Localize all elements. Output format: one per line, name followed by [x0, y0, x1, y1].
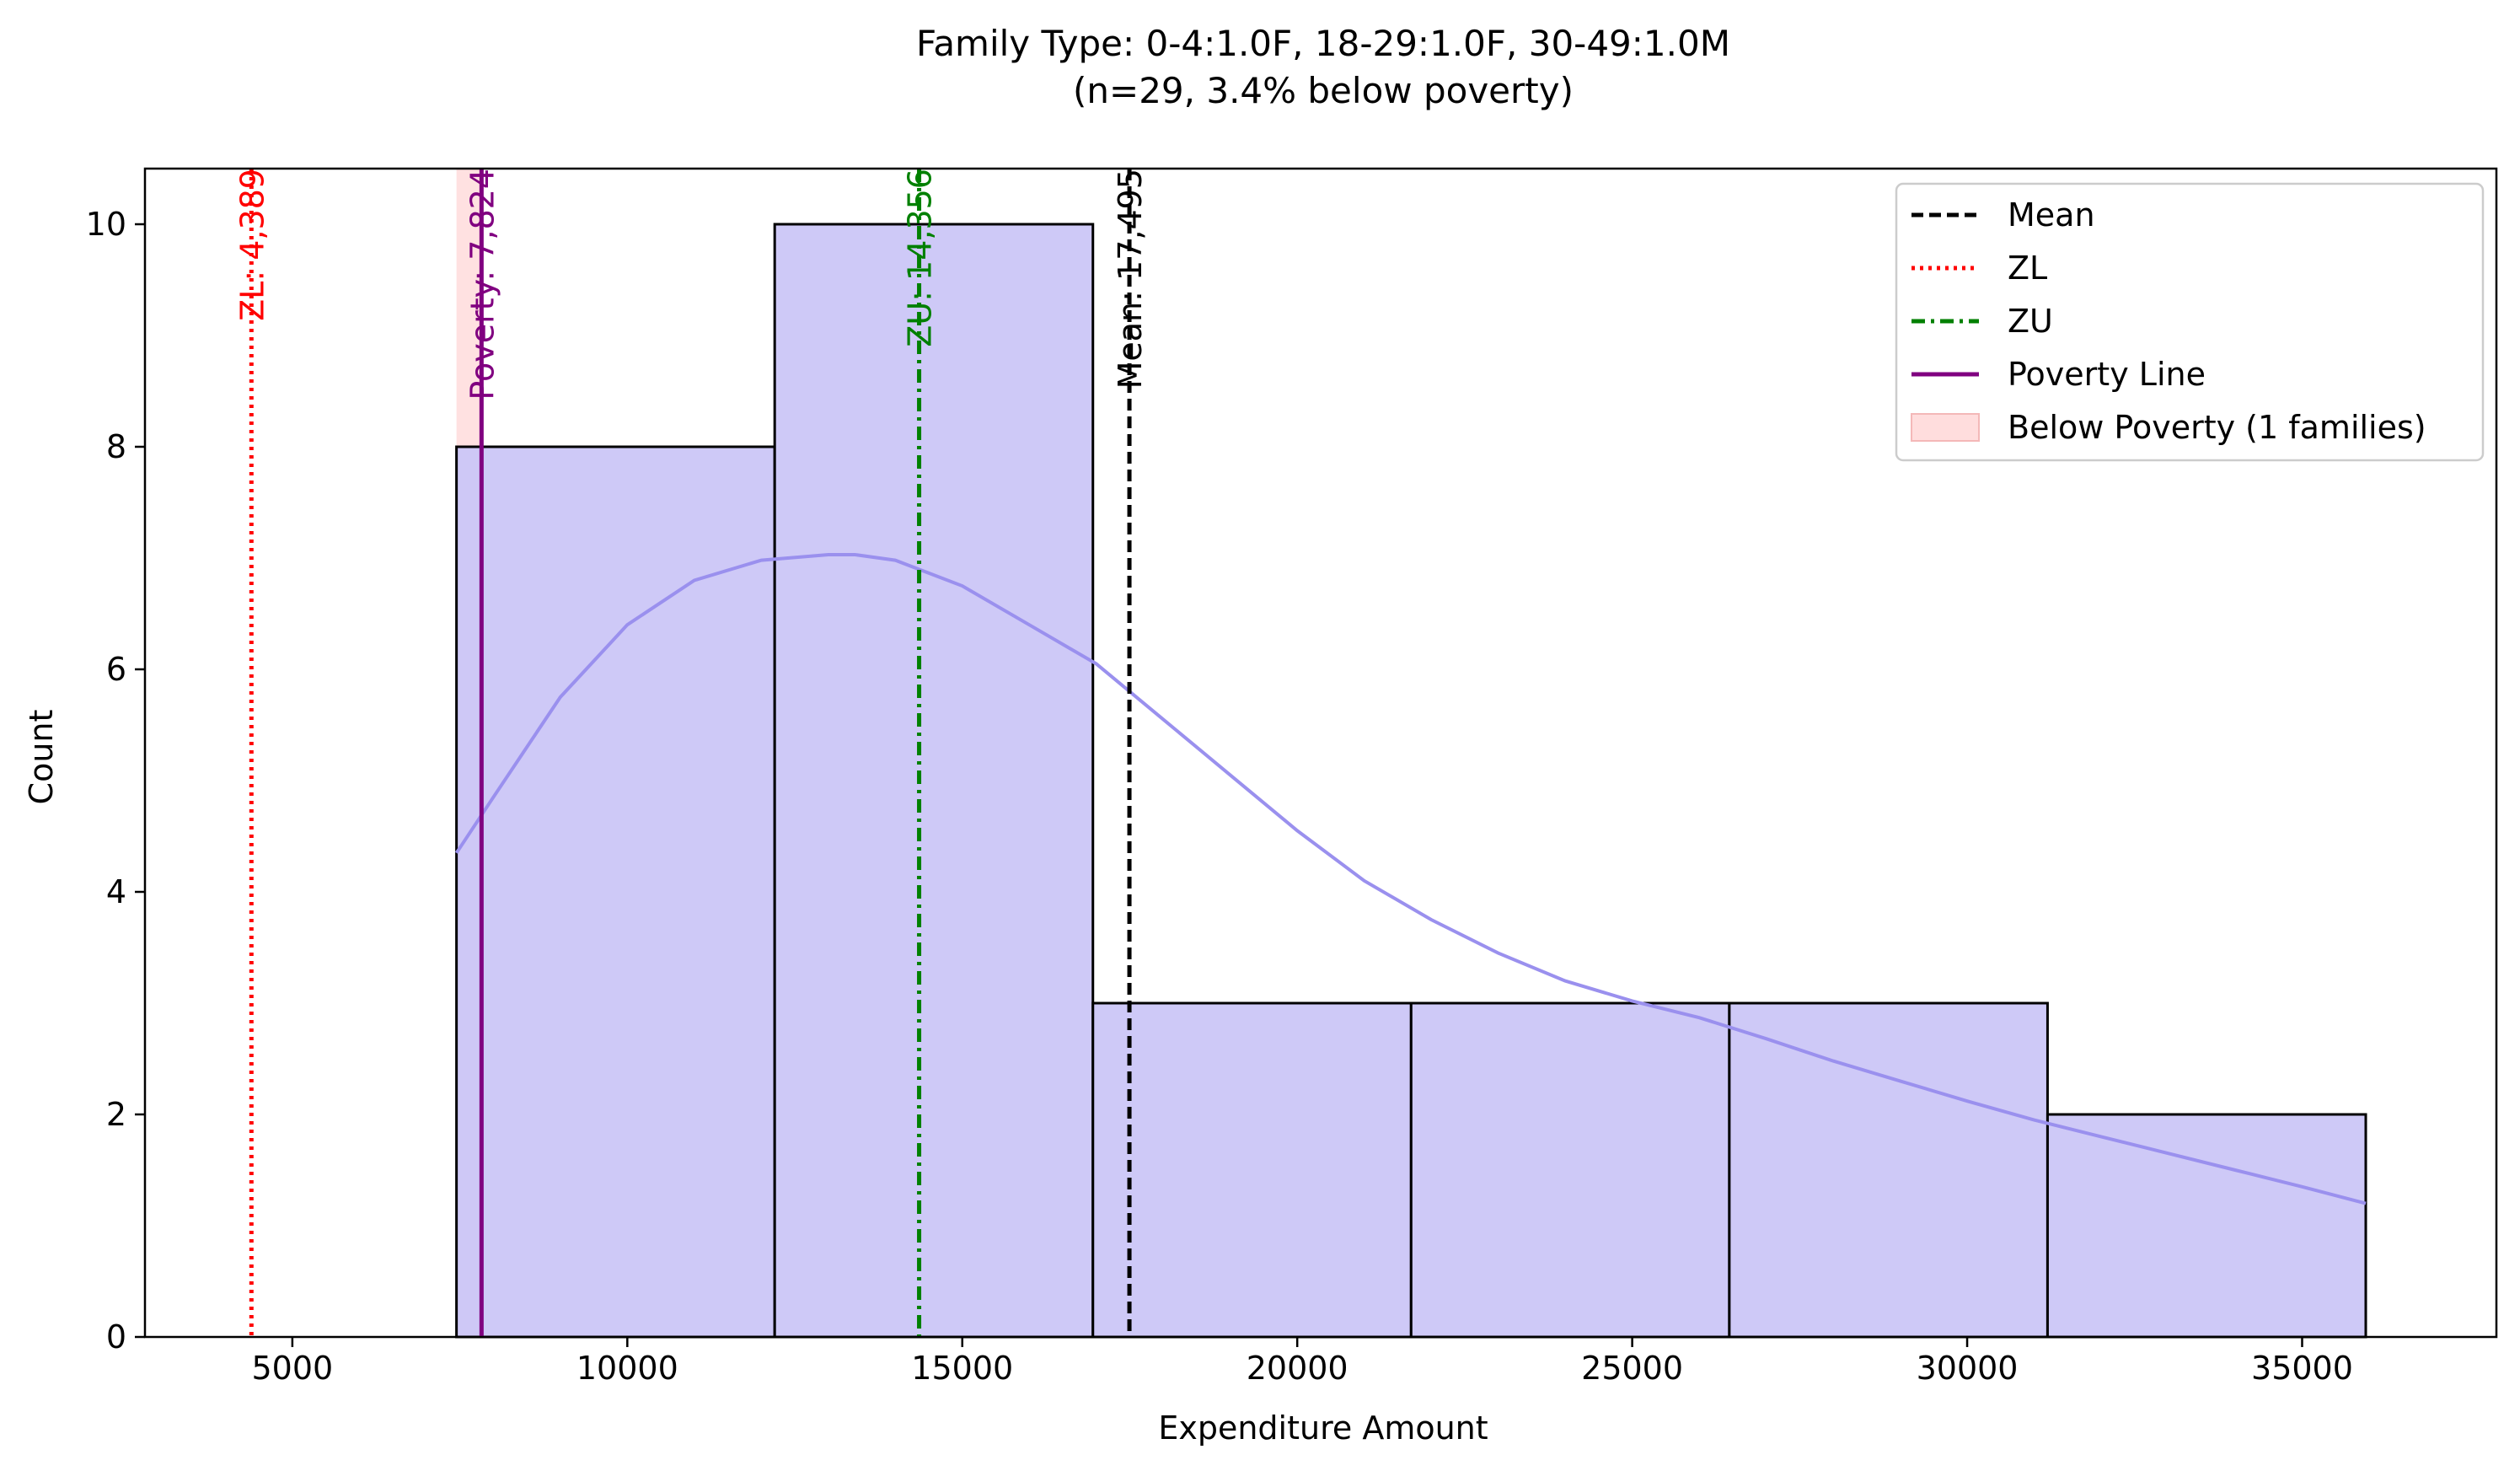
y-tick-label: 0: [106, 1318, 126, 1356]
y-tick-label: 10: [86, 206, 126, 243]
histogram-bar-2: [773, 223, 1095, 1339]
x-tick-label: 15000: [911, 1350, 1013, 1387]
y-tick-label: 2: [106, 1096, 126, 1133]
legend-label-below-poverty-1-families: Below Poverty (1 families): [2008, 409, 2426, 446]
x-tick-label: 5000: [252, 1350, 334, 1387]
x-tick-label: 20000: [1247, 1350, 1348, 1387]
legend-box: [1895, 182, 2485, 462]
axes-frame: [143, 167, 2498, 1339]
zl-line-label: ZL: 4,389: [233, 169, 271, 321]
x-axis-label: Expenditure Amount: [1158, 1409, 1488, 1447]
mean-line-label: Mean: 17,495: [1112, 169, 1149, 389]
histogram-bar-1: [455, 445, 776, 1339]
x-tick-label: 35000: [2251, 1350, 2353, 1387]
legend-swatch-below-poverty-1-families: [1911, 413, 1980, 442]
legend-label-zu: ZU: [2008, 303, 2053, 340]
chart-title-line1: Family Type: 0-4:1.0F, 18-29:1.0F, 30-49…: [916, 23, 1730, 64]
plot-area: ZL: 4,389 Poverty: 7,824 ZU: 14,356 Mean: 1…: [233, 169, 2367, 1339]
y-tick-label: 8: [106, 428, 126, 465]
axes: 5000 10000 15000 20000 25000 30000 35000 0 2 4 6 8 1…: [86, 167, 2498, 1387]
histogram-bar-3: [1091, 1001, 1413, 1339]
x-tick-label: 30000: [1917, 1350, 2019, 1387]
x-tick-label: 25000: [1581, 1350, 1683, 1387]
zu-line-label: ZU: 14,356: [902, 169, 939, 347]
histogram-bar-6: [2045, 1113, 2367, 1339]
y-tick-label: 6: [106, 651, 126, 688]
y-tick-label: 4: [106, 873, 126, 910]
legend: Mean ZL ZU Poverty Line Below Poverty (1 fam…: [1895, 182, 2485, 462]
histogram-bar-4: [1409, 1001, 1731, 1339]
x-tick-label: 10000: [576, 1350, 678, 1387]
legend-label-zl: ZL: [2008, 250, 2047, 287]
histogram-bar-5: [1728, 1001, 2049, 1339]
poverty-line-line-label: Poverty: 7,824: [464, 169, 501, 400]
chart-title-line2: (n=29, 3.4% below poverty): [1073, 70, 1574, 111]
kde-curve: [454, 553, 2367, 1205]
y-axis-label: Count: [23, 710, 60, 805]
legend-label-mean: Mean: [2008, 196, 2095, 234]
legend-label-poverty-line: Poverty Line: [2008, 356, 2206, 393]
